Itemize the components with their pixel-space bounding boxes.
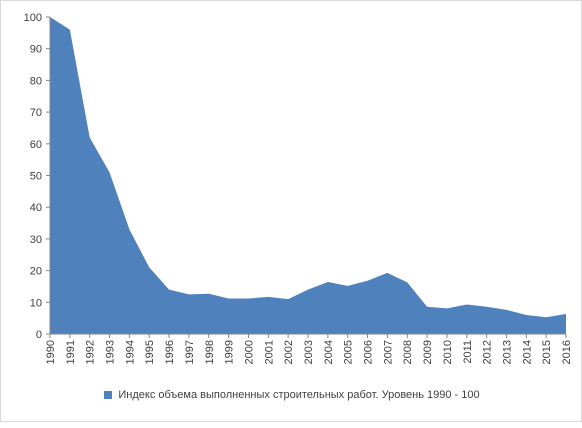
x-tick-label: 1992	[85, 340, 97, 364]
y-tick-label: 50	[30, 171, 42, 183]
y-tick-label: 100	[24, 12, 42, 24]
x-tick-label: 2016	[561, 340, 573, 364]
y-tick-label: 30	[30, 234, 42, 246]
x-tick-label: 2005	[343, 340, 355, 364]
x-tick-label: 1996	[164, 340, 176, 364]
y-tick-label: 40	[30, 202, 42, 214]
legend-label: Индекс объема выполненных строительных р…	[118, 389, 480, 401]
legend-swatch	[104, 391, 113, 399]
plot-area	[49, 17, 566, 335]
x-tick-label: 2008	[402, 340, 414, 364]
legend: Индекс объема выполненных строительных р…	[1, 389, 582, 401]
x-tick-label: 1994	[124, 340, 136, 364]
x-tick-label: 2015	[541, 340, 553, 364]
x-tick-label: 2012	[482, 340, 494, 364]
x-tick-label: 1990	[45, 340, 57, 364]
x-tick-label: 2009	[422, 340, 434, 364]
x-tick-label: 1997	[184, 340, 196, 364]
x-tick-label: 2013	[501, 340, 513, 364]
y-tick-label: 0	[36, 329, 42, 341]
x-tick-label: 2003	[303, 340, 315, 364]
x-tick-label: 2000	[243, 340, 255, 364]
x-tick-label: 1993	[105, 340, 117, 364]
x-tick-label: 2001	[263, 340, 275, 364]
x-axis: 1990 1991 1992 1993 1994 1995 1996 1997 1998 1999…	[45, 334, 573, 364]
y-tick-label: 60	[30, 139, 42, 151]
y-axis: 0 10 20 30 40 50 60 70 80 90 100	[24, 12, 50, 341]
x-tick-label: 1998	[204, 340, 216, 364]
x-tick-label: 2002	[283, 340, 295, 364]
x-tick-label: 2004	[323, 340, 335, 364]
x-tick-label: 1995	[144, 340, 156, 364]
x-tick-label: 1991	[65, 340, 77, 364]
y-tick-label: 20	[30, 266, 42, 278]
x-tick-label: 2006	[363, 340, 375, 364]
y-tick-label: 80	[30, 75, 42, 87]
x-tick-label: 2010	[442, 340, 454, 364]
x-tick-label: 1999	[224, 340, 236, 364]
y-tick-label: 70	[30, 107, 42, 119]
x-tick-label: 2014	[521, 340, 533, 364]
x-tick-label: 2007	[382, 340, 394, 364]
y-tick-label: 90	[30, 44, 42, 56]
x-tick-label: 2011	[462, 340, 474, 364]
series-area	[50, 17, 566, 334]
y-tick-label: 10	[30, 297, 42, 309]
